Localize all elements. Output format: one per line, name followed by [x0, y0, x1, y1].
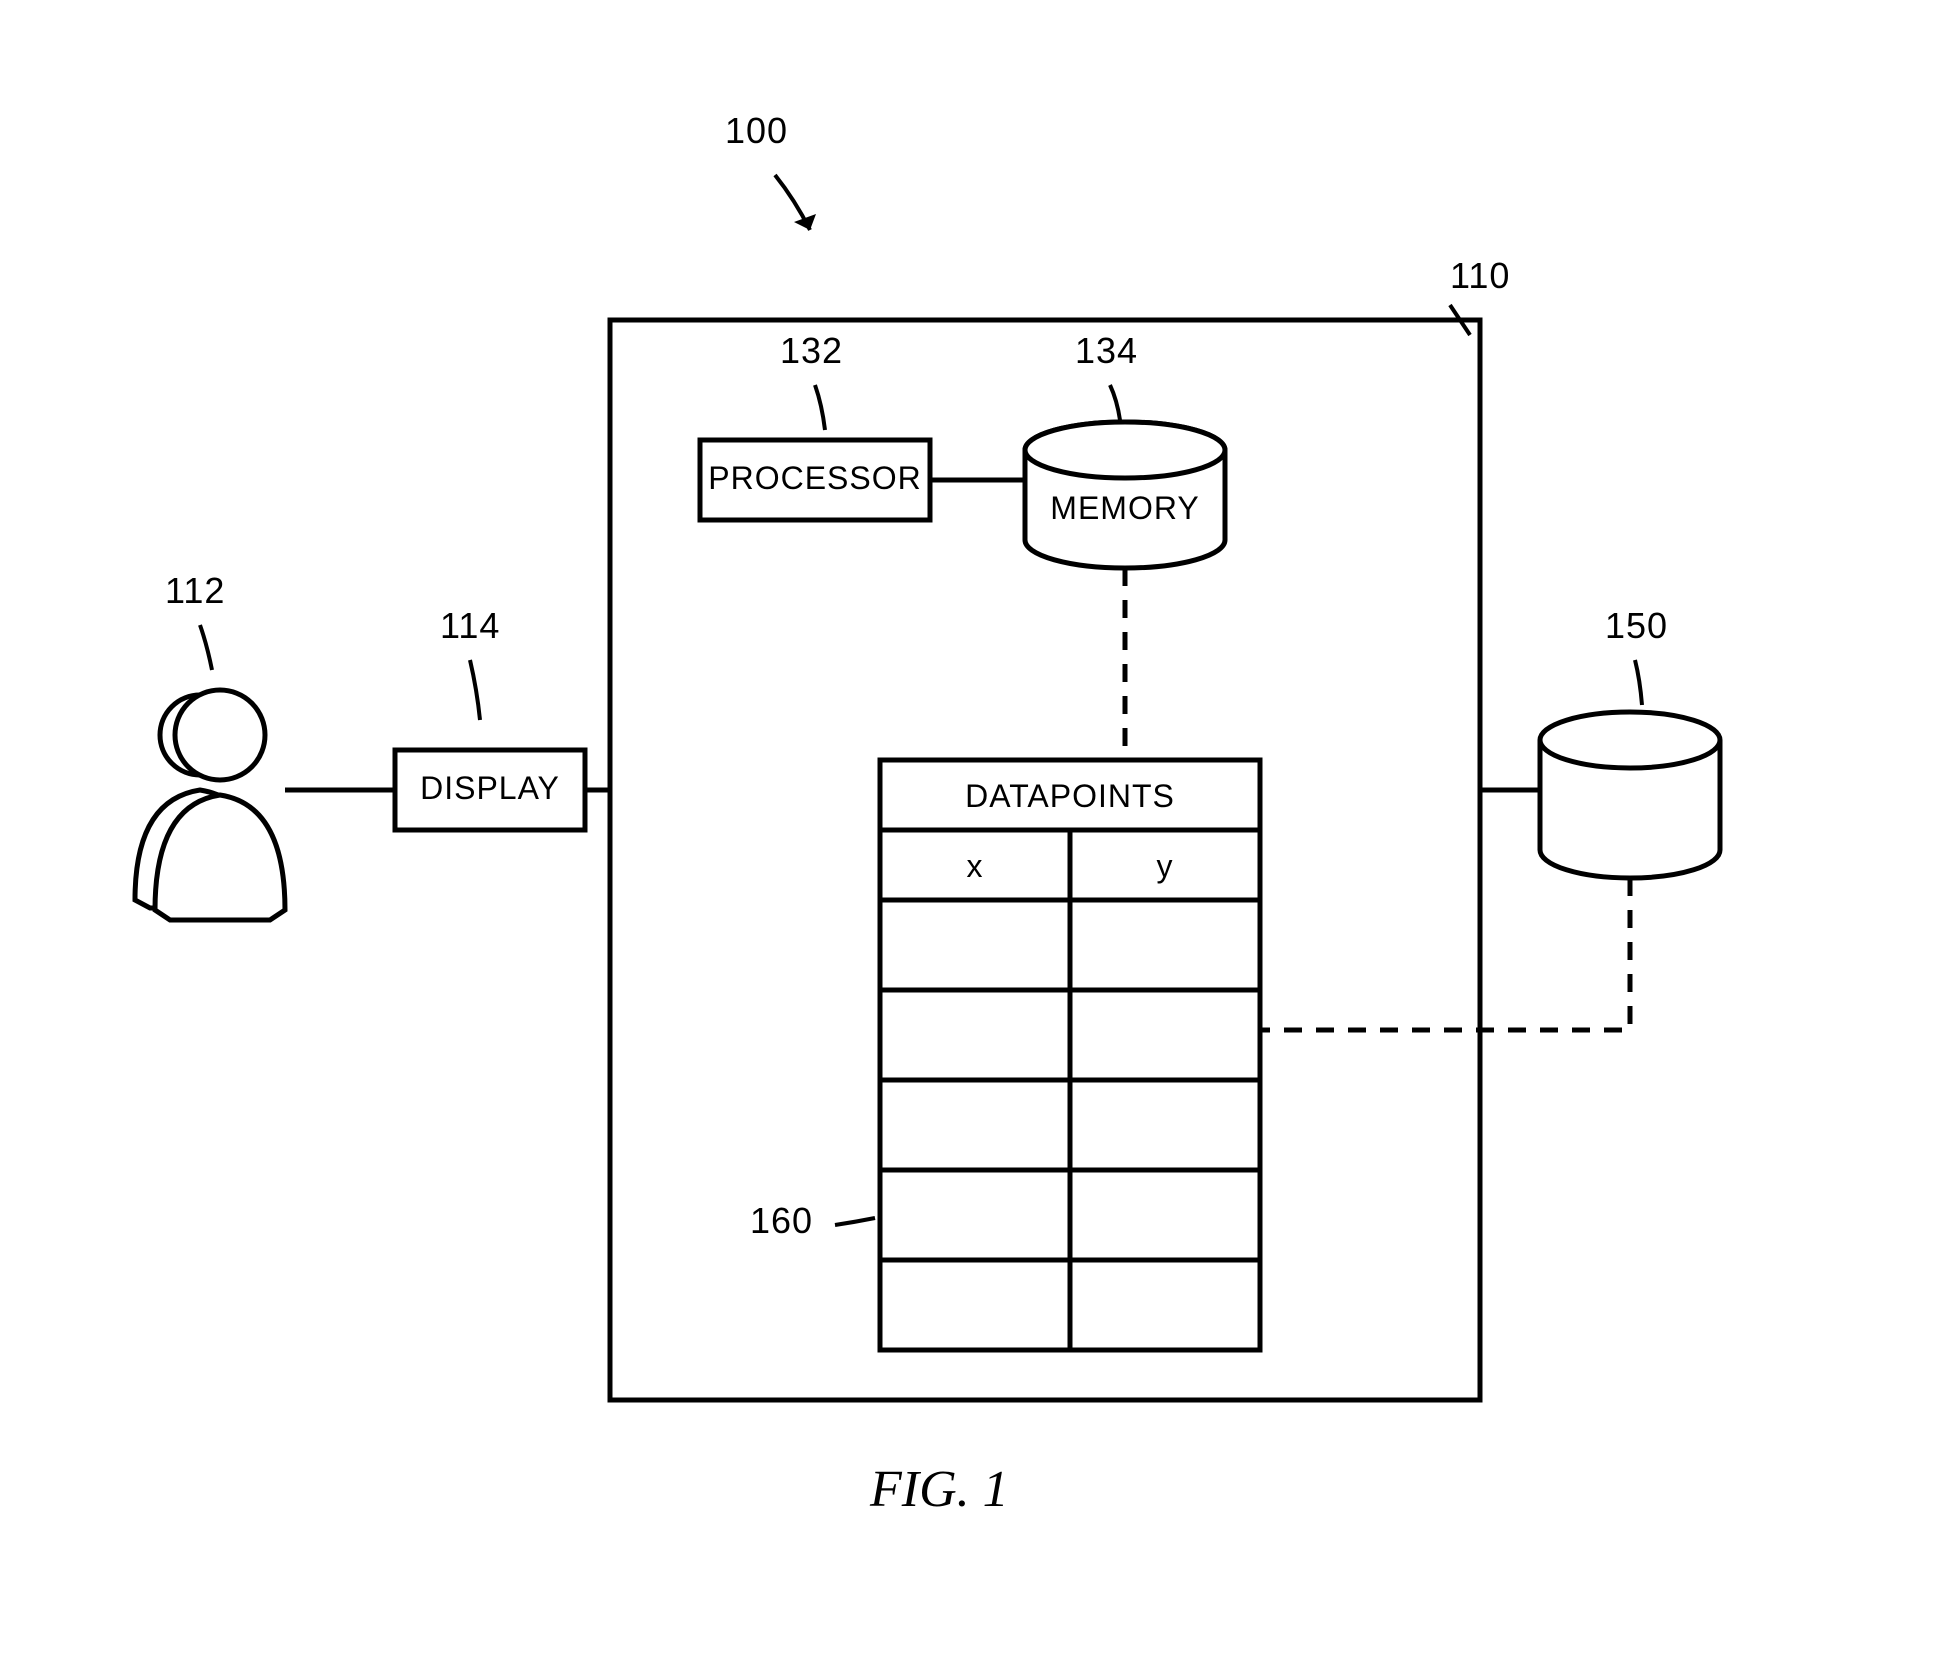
- diagram-canvas: 100 110 112 114 132 134 150 160 PROCESSO…: [0, 0, 1941, 1655]
- user-icon: [135, 690, 285, 920]
- processor-label: PROCESSOR: [700, 460, 930, 497]
- ref-110: 110: [1450, 255, 1510, 297]
- external-db-cylinder: [1540, 712, 1720, 878]
- ref-134: 134: [1075, 330, 1138, 372]
- leader-134: [1110, 385, 1120, 420]
- ref-150: 150: [1605, 605, 1668, 647]
- diagram-svg: [0, 0, 1941, 1655]
- memory-label: MEMORY: [1025, 490, 1225, 527]
- ref-100: 100: [725, 110, 788, 152]
- leader-160: [835, 1218, 875, 1225]
- leader-112: [200, 625, 212, 670]
- ref-132: 132: [780, 330, 843, 372]
- ref-114: 114: [440, 605, 500, 647]
- datapoints-col-y: y: [1070, 848, 1260, 885]
- display-label: DISPLAY: [395, 770, 585, 807]
- datapoints-title: DATAPOINTS: [880, 778, 1260, 815]
- leader-114: [470, 660, 480, 720]
- figure-caption: FIG. 1: [870, 1460, 1009, 1519]
- datapoints-col-x: x: [880, 848, 1070, 885]
- ref-160: 160: [750, 1200, 813, 1242]
- leader-150: [1635, 660, 1642, 705]
- conn-db-datapoints: [1260, 878, 1630, 1030]
- ref-112: 112: [165, 570, 225, 612]
- leader-132: [815, 385, 825, 430]
